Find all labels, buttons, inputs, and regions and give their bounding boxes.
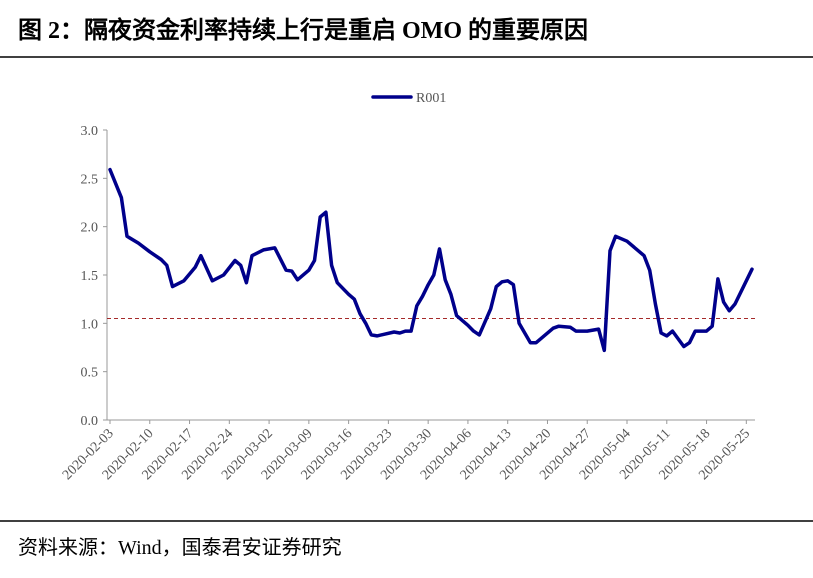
y-tick-label: 1.5 — [81, 269, 99, 284]
y-tick-label: 3.0 — [81, 124, 99, 139]
y-tick-label: 2.0 — [81, 221, 99, 236]
y-tick-label: 0.0 — [81, 414, 99, 429]
plot: 0.00.51.01.52.02.53.02020-02-032020-02-1… — [60, 91, 757, 483]
y-tick-label: 2.5 — [81, 172, 99, 187]
data-line — [108, 167, 754, 353]
y-tick-label: 1.0 — [81, 317, 99, 332]
figure-title: 图 2：隔夜资金利率持续上行是重启 OMO 的重要原因 — [18, 16, 588, 44]
source-note: 资料来源：Wind，国泰君安证券研究 — [18, 536, 342, 559]
legend-label: R001 — [416, 91, 446, 106]
y-tick-label: 0.5 — [81, 366, 99, 381]
